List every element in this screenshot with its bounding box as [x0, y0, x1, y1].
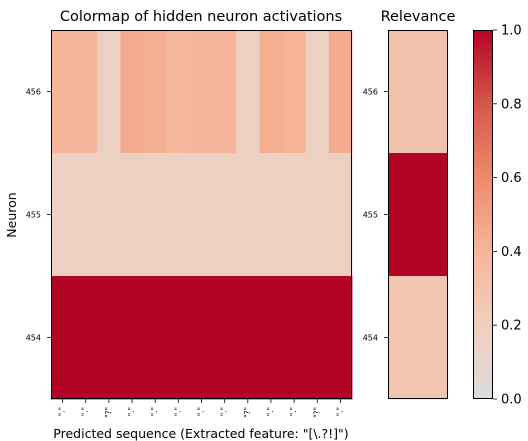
colorbar-tick-label: 1.0	[501, 24, 522, 39]
heatmap-cell	[51, 30, 75, 154]
x-tick-label: "?"	[312, 407, 321, 418]
heatmap-cell	[213, 153, 237, 277]
relevance-cell	[388, 30, 448, 154]
x-tick-label: "."	[58, 407, 67, 416]
heatmap-cell	[97, 276, 121, 400]
colorbar-tick-label: 0.0	[501, 393, 522, 408]
main-y-axis-label: Neuron	[4, 192, 19, 237]
heatmap-cell	[189, 153, 214, 277]
main-chart-title: Colormap of hidden neuron activations	[60, 9, 342, 25]
x-tick-label: "."	[150, 407, 159, 416]
heatmap-cell	[51, 276, 75, 400]
heatmap-cell	[143, 153, 168, 277]
heatmap-cell	[236, 276, 260, 400]
heatmap-cell	[97, 30, 121, 154]
relevance-y-tick-label: 454	[363, 334, 378, 343]
colorbar-tick-label: 0.8	[501, 97, 522, 112]
heatmap-cell	[305, 30, 330, 154]
main-heatmap-frame	[51, 30, 352, 399]
heatmap-cell	[282, 30, 307, 154]
heatmap-cell	[236, 153, 260, 277]
heatmap-cell	[328, 30, 353, 154]
relevance-y-tick-label: 455	[363, 211, 378, 220]
x-tick-label: "."	[220, 407, 229, 416]
heatmap-cell	[328, 276, 353, 400]
x-tick-label: "."	[197, 407, 206, 416]
x-tick-label: "."	[127, 407, 136, 416]
heatmap-cell	[305, 276, 330, 400]
relevance-y-tick-label: 456	[363, 88, 378, 97]
y-tick-label: 454	[26, 334, 41, 343]
y-tick-label: 455	[26, 211, 41, 220]
heatmap-cell	[282, 276, 307, 400]
heatmap-cell	[236, 30, 260, 154]
heatmap-cell	[305, 153, 330, 277]
heatmap-cell	[120, 276, 145, 400]
colorbar-frame	[473, 30, 493, 399]
main-x-ticks: "." "." "?" "." "." "." "." "." "?" "." "." "?" "."	[58, 399, 344, 418]
x-tick-label: "."	[335, 407, 344, 416]
heatmap-cell	[143, 30, 168, 154]
main-x-axis-label: Predicted sequence (Extracted feature: "…	[53, 426, 348, 441]
heatmap-cell	[51, 153, 75, 277]
heatmap-cell	[259, 153, 283, 277]
y-tick-label: 456	[26, 88, 41, 97]
x-tick-label: "?"	[243, 407, 252, 418]
heatmap-cell	[74, 30, 98, 154]
heatmap-cell	[213, 276, 237, 400]
x-tick-label: "."	[266, 407, 275, 416]
colorbar-tick-label: 0.2	[501, 319, 522, 334]
relevance-frame	[388, 30, 448, 399]
x-tick-label: "."	[289, 407, 298, 416]
heatmap-cell	[282, 153, 307, 277]
heatmap-cell	[74, 276, 98, 400]
heatmap-cell	[213, 30, 237, 154]
relevance-y-ticks: 456 455 454	[363, 88, 388, 343]
heatmap-cell	[120, 153, 145, 277]
heatmap-cell	[166, 30, 191, 154]
colorbar-ticks: 0.0 0.2 0.4 0.6 0.8 1.0	[493, 24, 522, 408]
relevance-title: Relevance	[381, 9, 456, 25]
heatmap-cell	[143, 276, 168, 400]
x-tick-label: "?"	[104, 407, 113, 418]
relevance-cell	[388, 153, 448, 277]
main-y-ticks: 456 455 454	[26, 88, 51, 343]
heatmap-cell	[97, 153, 121, 277]
heatmap-cell	[166, 153, 191, 277]
heatmap-cell	[189, 276, 214, 400]
heatmap-cell	[74, 153, 98, 277]
colorbar-tick-label: 0.6	[501, 171, 522, 186]
x-tick-label: "."	[81, 407, 90, 416]
main-heatmap-cells	[51, 30, 353, 400]
colorbar-tick-label: 0.4	[501, 245, 522, 260]
heatmap-cell	[259, 30, 283, 154]
relevance-cell	[388, 276, 448, 400]
heatmap-cell	[166, 276, 191, 400]
heatmap-cell	[259, 276, 283, 400]
relevance-cells	[388, 30, 448, 400]
x-tick-label: "."	[173, 407, 182, 416]
heatmap-cell	[189, 30, 214, 154]
heatmap-cell	[328, 153, 353, 277]
heatmap-cell	[120, 30, 145, 154]
colorbar	[473, 30, 493, 399]
